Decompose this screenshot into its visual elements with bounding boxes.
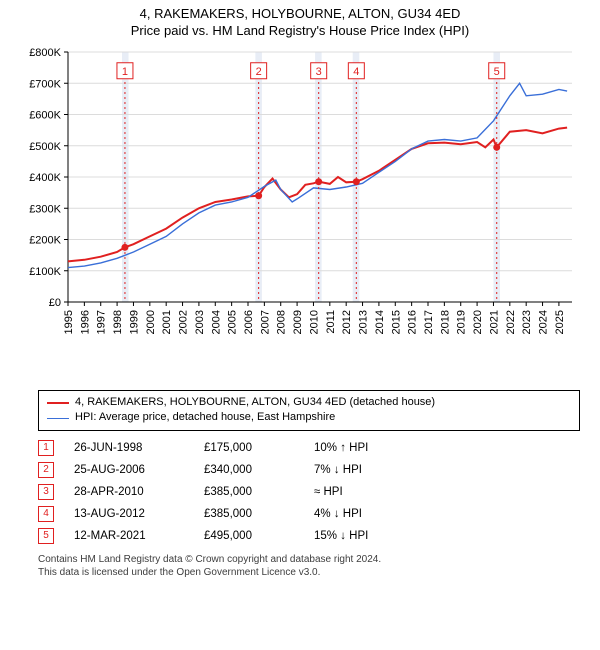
legend-swatch	[47, 402, 69, 404]
transaction-hpi-comparison: 4% ↓ HPI	[314, 508, 404, 520]
svg-text:2012: 2012	[341, 310, 353, 334]
svg-text:2000: 2000	[145, 310, 157, 334]
svg-text:2010: 2010	[308, 310, 320, 334]
chart-svg: £0 £100K £200K £300K £400K £500K £600K £700K £80…	[20, 42, 580, 382]
svg-text:2021: 2021	[488, 310, 500, 334]
transaction-price: £385,000	[204, 486, 294, 498]
transaction-marker: 3	[38, 484, 54, 500]
svg-text:2018: 2018	[439, 310, 451, 334]
transaction-price: £495,000	[204, 530, 294, 542]
transaction-row: 3 28-APR-2010 £385,000 ≈ HPI	[38, 481, 580, 503]
chart-container: 4, RAKEMAKERS, HOLYBOURNE, ALTON, GU34 4…	[0, 0, 600, 579]
svg-text:1: 1	[122, 66, 128, 78]
svg-text:1995: 1995	[63, 310, 75, 334]
transaction-date: 28-APR-2010	[74, 486, 184, 498]
svg-text:5: 5	[494, 66, 500, 78]
svg-text:2024: 2024	[538, 310, 550, 334]
legend-swatch	[47, 418, 69, 419]
transaction-row: 2 25-AUG-2006 £340,000 7% ↓ HPI	[38, 459, 580, 481]
svg-text:2015: 2015	[390, 310, 402, 334]
svg-text:3: 3	[316, 66, 322, 78]
transaction-price: £175,000	[204, 442, 294, 454]
transaction-row: 5 12-MAR-2021 £495,000 15% ↓ HPI	[38, 525, 580, 547]
svg-text:2003: 2003	[194, 310, 206, 334]
transaction-row: 4 13-AUG-2012 £385,000 4% ↓ HPI	[38, 503, 580, 525]
transaction-price: £385,000	[204, 508, 294, 520]
footer-line2: This data is licensed under the Open Gov…	[38, 566, 580, 579]
footer-line1: Contains HM Land Registry data © Crown c…	[38, 553, 580, 566]
transaction-hpi-comparison: 7% ↓ HPI	[314, 464, 404, 476]
transaction-date: 26-JUN-1998	[74, 442, 184, 454]
legend-box: 4, RAKEMAKERS, HOLYBOURNE, ALTON, GU34 4…	[38, 390, 580, 431]
transaction-marker: 4	[38, 506, 54, 522]
transaction-date: 25-AUG-2006	[74, 464, 184, 476]
svg-text:£200K: £200K	[29, 235, 61, 247]
svg-text:1997: 1997	[96, 310, 108, 334]
svg-text:2008: 2008	[276, 310, 288, 334]
svg-text:2: 2	[256, 66, 262, 78]
svg-text:1998: 1998	[112, 310, 124, 334]
transaction-marker: 1	[38, 440, 54, 456]
transaction-marker: 2	[38, 462, 54, 478]
svg-text:4: 4	[353, 66, 359, 78]
legend-label: 4, RAKEMAKERS, HOLYBOURNE, ALTON, GU34 4…	[75, 395, 435, 410]
svg-text:2006: 2006	[243, 310, 255, 334]
legend-label: HPI: Average price, detached house, East…	[75, 410, 335, 425]
legend-item: HPI: Average price, detached house, East…	[47, 410, 571, 425]
transaction-hpi-comparison: ≈ HPI	[314, 486, 404, 498]
svg-text:2022: 2022	[505, 310, 517, 334]
svg-text:£600K: £600K	[29, 110, 61, 122]
title-address: 4, RAKEMAKERS, HOLYBOURNE, ALTON, GU34 4…	[0, 6, 600, 21]
title-subtitle: Price paid vs. HM Land Registry's House …	[0, 23, 600, 38]
svg-text:2025: 2025	[554, 310, 566, 334]
transactions-table: 1 26-JUN-1998 £175,000 10% ↑ HPI 2 25-AUG-200…	[38, 437, 580, 547]
svg-text:£700K: £700K	[29, 78, 61, 90]
footer-attribution: Contains HM Land Registry data © Crown c…	[38, 553, 580, 579]
svg-text:1996: 1996	[79, 310, 91, 334]
svg-text:2009: 2009	[292, 310, 304, 334]
transaction-date: 12-MAR-2021	[74, 530, 184, 542]
svg-text:£300K: £300K	[29, 203, 61, 215]
svg-text:2014: 2014	[374, 310, 386, 334]
chart-plot-area: £0 £100K £200K £300K £400K £500K £600K £700K £80…	[20, 42, 580, 382]
legend-item: 4, RAKEMAKERS, HOLYBOURNE, ALTON, GU34 4…	[47, 395, 571, 410]
svg-text:2023: 2023	[521, 310, 533, 334]
transaction-row: 1 26-JUN-1998 £175,000 10% ↑ HPI	[38, 437, 580, 459]
transaction-hpi-comparison: 10% ↑ HPI	[314, 442, 404, 454]
svg-text:2002: 2002	[178, 310, 190, 334]
svg-text:£800K: £800K	[29, 47, 61, 59]
svg-text:£100K: £100K	[29, 266, 61, 278]
transaction-marker: 5	[38, 528, 54, 544]
svg-text:£500K: £500K	[29, 141, 61, 153]
svg-text:2007: 2007	[259, 310, 271, 334]
svg-text:2001: 2001	[161, 310, 173, 334]
svg-text:2004: 2004	[210, 310, 222, 334]
transaction-price: £340,000	[204, 464, 294, 476]
transaction-date: 13-AUG-2012	[74, 508, 184, 520]
svg-text:2013: 2013	[358, 310, 370, 334]
svg-text:2011: 2011	[325, 310, 337, 334]
transaction-hpi-comparison: 15% ↓ HPI	[314, 530, 404, 542]
svg-text:2020: 2020	[472, 310, 484, 334]
chart-titles: 4, RAKEMAKERS, HOLYBOURNE, ALTON, GU34 4…	[0, 0, 600, 42]
svg-text:£0: £0	[49, 297, 61, 309]
svg-text:2005: 2005	[227, 310, 239, 334]
svg-text:1999: 1999	[128, 310, 140, 334]
svg-text:2019: 2019	[456, 310, 468, 334]
svg-text:2017: 2017	[423, 310, 435, 334]
svg-text:2016: 2016	[407, 310, 419, 334]
svg-text:£400K: £400K	[29, 172, 61, 184]
